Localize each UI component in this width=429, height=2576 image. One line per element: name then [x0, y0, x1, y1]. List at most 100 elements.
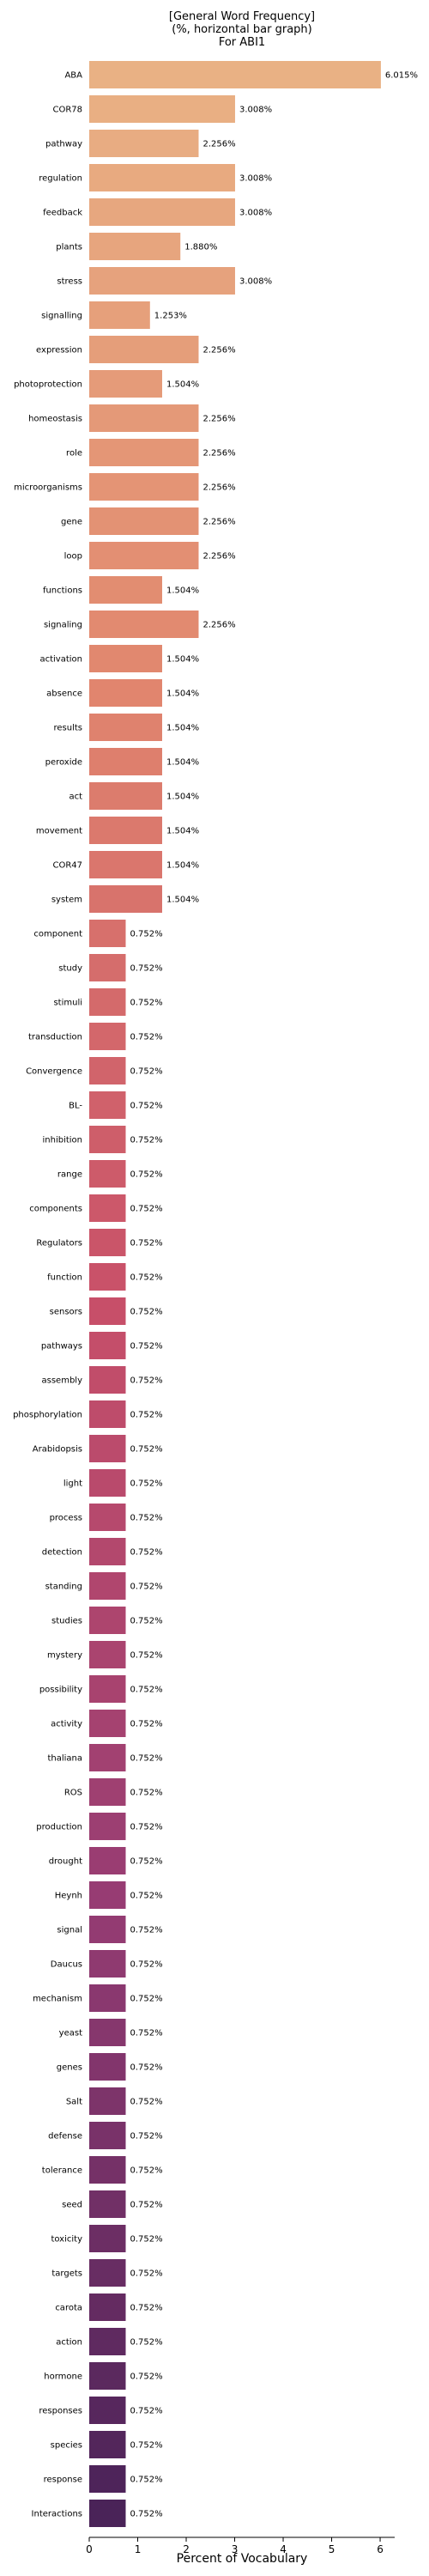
bar-action: [89, 2328, 126, 2355]
value-label: 3.008%: [239, 209, 272, 218]
category-label: species: [51, 2441, 82, 2451]
value-label: 0.752%: [130, 1857, 162, 1867]
value-label: 0.752%: [130, 1067, 162, 1077]
category-label: expression: [36, 346, 82, 355]
category-label: loop: [64, 552, 82, 562]
bar-absence: [89, 679, 162, 707]
value-label: 2.256%: [202, 449, 235, 459]
bar-signalling: [89, 301, 150, 329]
bar-functions: [89, 576, 162, 604]
value-label: 0.752%: [130, 1479, 162, 1489]
bar-microorganisms: [89, 473, 199, 501]
value-label: 0.752%: [130, 1273, 162, 1283]
category-label: yeast: [59, 2029, 82, 2038]
category-label: gene: [61, 518, 82, 527]
value-label: 0.752%: [130, 1342, 162, 1352]
bar-mystery: [89, 1641, 126, 1668]
x-tick-label: 3: [232, 2543, 239, 2555]
bar-results: [89, 714, 162, 741]
category-label: plants: [56, 243, 82, 252]
bar-aba: [89, 61, 381, 88]
category-label: regulation: [39, 174, 82, 184]
value-label: 0.752%: [130, 999, 162, 1008]
category-label: pathway: [45, 140, 82, 149]
value-label: 0.752%: [130, 1823, 162, 1832]
bar-drought: [89, 1847, 126, 1874]
bar-stress: [89, 267, 235, 295]
bar-pathway: [89, 130, 199, 157]
category-label: genes: [57, 2063, 82, 2073]
bar-salt: [89, 2087, 126, 2115]
chart-title-line-3: For ABI1: [219, 36, 265, 49]
bar-convergence: [89, 1057, 126, 1084]
bar-studies: [89, 1607, 126, 1634]
bar-seed: [89, 2190, 126, 2218]
value-label: 3.008%: [239, 174, 272, 184]
value-label: 1.504%: [166, 380, 199, 390]
bar-gene: [89, 507, 199, 535]
bar-signal: [89, 1916, 126, 1943]
bar-standing: [89, 1572, 126, 1600]
category-label: inhibition: [42, 1136, 82, 1145]
category-label: homeostasis: [28, 415, 82, 424]
bar-photoprotection: [89, 370, 162, 398]
bar-mechanism: [89, 1984, 126, 2012]
bar-plants: [89, 233, 181, 260]
bar-movement: [89, 817, 162, 844]
bar-light: [89, 1469, 126, 1497]
category-label: system: [51, 896, 82, 905]
category-label: Interactions: [32, 2510, 82, 2519]
category-label: role: [66, 449, 82, 459]
bar-cor47: [89, 851, 162, 878]
value-labels: 6.015% 3.008% 2.256% 3.008% 3.008% 1.880% 3.00…: [130, 71, 418, 2519]
value-label: 0.752%: [130, 1514, 162, 1523]
value-label: 0.752%: [130, 1136, 162, 1145]
bar-act: [89, 782, 162, 810]
value-label: 0.752%: [130, 964, 162, 974]
category-label: transduction: [28, 1033, 82, 1042]
category-label: production: [36, 1823, 82, 1832]
bar-loop: [89, 542, 199, 569]
value-label: 0.752%: [130, 1445, 162, 1455]
category-label: functions: [43, 586, 82, 596]
category-label: BL-: [69, 1102, 82, 1111]
category-label: peroxide: [45, 758, 82, 768]
value-label: 2.256%: [202, 518, 235, 527]
category-label: activity: [51, 1720, 82, 1729]
category-label: targets: [51, 2269, 82, 2279]
category-label: toxicity: [51, 2235, 82, 2245]
value-label: 0.752%: [130, 2235, 162, 2245]
category-label: thaliana: [47, 1754, 82, 1764]
category-label: signalling: [41, 312, 82, 321]
bar-production: [89, 1813, 126, 1840]
category-label: standing: [45, 1583, 82, 1592]
value-label: 0.752%: [130, 1170, 162, 1180]
category-label: pathways: [41, 1342, 82, 1352]
bar-assembly: [89, 1366, 126, 1394]
category-label: Arabidopsis: [33, 1445, 82, 1455]
x-tick-label: 6: [377, 2543, 384, 2555]
category-label: study: [58, 964, 82, 974]
value-label: 0.752%: [130, 2132, 162, 2142]
bar-species: [89, 2431, 126, 2458]
value-label: 0.752%: [130, 1617, 162, 1626]
category-label: results: [53, 724, 82, 733]
category-label: sensors: [50, 1308, 82, 1317]
value-label: 0.752%: [130, 2269, 162, 2279]
value-label: 0.752%: [130, 2407, 162, 2416]
value-label: 0.752%: [130, 1720, 162, 1729]
value-label: 0.752%: [130, 1686, 162, 1695]
bar-process: [89, 1504, 126, 1531]
category-label: light: [63, 1479, 82, 1489]
category-label: ROS: [64, 1789, 82, 1798]
category-label: hormone: [44, 2372, 82, 2382]
category-label: stimuli: [53, 999, 82, 1008]
category-label: absence: [46, 690, 82, 699]
bar-toxicity: [89, 2225, 126, 2252]
bar-feedback: [89, 198, 235, 226]
bar-thaliana: [89, 1744, 126, 1771]
value-label: 1.504%: [166, 758, 199, 768]
bar-interactions: [89, 2500, 126, 2527]
category-label: feedback: [43, 209, 82, 218]
value-label: 0.752%: [130, 2476, 162, 2485]
